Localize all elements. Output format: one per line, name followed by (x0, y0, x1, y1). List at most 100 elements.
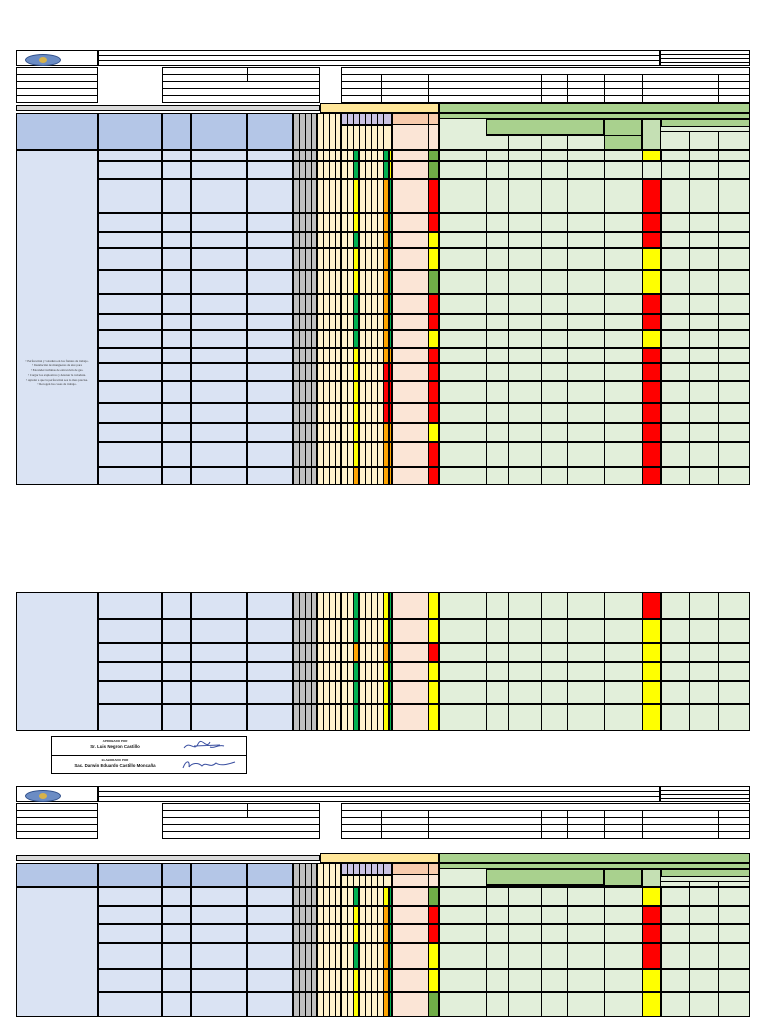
grid-line (371, 467, 372, 485)
risk-rating-cell (428, 314, 439, 330)
grid-line (377, 467, 378, 485)
grid-line (718, 270, 719, 294)
grid-line (335, 232, 336, 248)
grid-line (381, 810, 382, 839)
grid-line (508, 348, 509, 363)
grid-line (541, 294, 542, 314)
risk-level-cell (353, 924, 359, 943)
grid-line (347, 314, 348, 330)
grid-line (541, 363, 542, 381)
grid-line (377, 681, 378, 704)
grid-line (323, 592, 324, 619)
grid-line (323, 150, 324, 161)
grid-line (335, 381, 336, 403)
grid-line (508, 943, 509, 969)
row-consequence-cell (247, 924, 293, 943)
grid-line (689, 662, 690, 681)
risk-level-cell (389, 887, 392, 906)
grid-line (311, 662, 312, 681)
row-control-cells (439, 969, 750, 992)
grid-line (359, 213, 360, 232)
grid-line (486, 442, 487, 467)
grid-line (541, 924, 542, 943)
risk-level-cell (353, 330, 359, 348)
risk-level-cell (383, 179, 389, 213)
grid-line (567, 992, 568, 1017)
row-consequence-cell (247, 442, 293, 467)
risk-rating-cell (428, 681, 439, 704)
grid-line (604, 381, 605, 403)
row-code-cell (162, 592, 191, 619)
grid-line (299, 248, 300, 270)
row-hazard-cell (98, 943, 162, 969)
row-risk-cell (191, 314, 247, 330)
grid-line (359, 314, 360, 330)
row-risk-cell (191, 619, 247, 643)
grid-line (365, 294, 366, 314)
grid-line (335, 423, 336, 442)
grid-line (567, 943, 568, 969)
grid-line (377, 150, 378, 161)
grid-line (305, 381, 306, 403)
risk-level-cell (389, 232, 392, 248)
grid-line (428, 113, 429, 150)
grid-line (335, 863, 336, 887)
grid-line (365, 863, 366, 887)
row-consequence-cell (247, 381, 293, 403)
grid-line (323, 662, 324, 681)
grid-line (299, 113, 300, 150)
grid-line (305, 314, 306, 330)
grid-line (311, 314, 312, 330)
row-control-cells (439, 150, 750, 161)
grid-line (359, 863, 360, 887)
grid-line (329, 467, 330, 485)
grid-line (347, 381, 348, 403)
grid-line (541, 662, 542, 681)
risk-rating-cell (428, 619, 439, 643)
grid-line (299, 314, 300, 330)
grid-line (718, 643, 719, 662)
row-code-cell (162, 314, 191, 330)
grid-line (377, 179, 378, 213)
risk-level-cell (383, 619, 389, 643)
grid-line (567, 363, 568, 381)
grid-line (347, 179, 348, 213)
grid-line (541, 74, 542, 103)
row-risk-cell (191, 643, 247, 662)
grid-line (661, 906, 662, 924)
risk-rating-cell (428, 969, 439, 992)
grid-line (335, 662, 336, 681)
residual-risk-cell (642, 179, 661, 213)
grid-line (347, 662, 348, 681)
grid-line (335, 113, 336, 150)
grid-line (347, 423, 348, 442)
risk-level-cell (389, 592, 392, 619)
row-hazard-cell (98, 467, 162, 485)
risk-level-cell (389, 992, 392, 1017)
row-consequence-cell (247, 467, 293, 485)
grid-line (567, 704, 568, 731)
risk-level-cell (389, 906, 392, 924)
grid-line (604, 403, 605, 423)
grid-line (335, 619, 336, 643)
grid-line (689, 906, 690, 924)
grid-line (642, 161, 643, 179)
risk-level-cell (353, 992, 359, 1017)
grid-line (718, 314, 719, 330)
grid-line (689, 467, 690, 485)
grid-line (508, 213, 509, 232)
grid-line (311, 113, 312, 150)
grid-line (305, 179, 306, 213)
grid-line (329, 403, 330, 423)
grid-line (371, 681, 372, 704)
grid-line (689, 681, 690, 704)
grid-line (359, 887, 360, 906)
row-consequence-cell (247, 150, 293, 161)
grid-line (508, 248, 509, 270)
row-risk-cell (191, 330, 247, 348)
green-header-top (439, 113, 750, 119)
risk-level-cell (383, 314, 389, 330)
grid-line (365, 592, 366, 619)
grid-line (508, 992, 509, 1017)
grid-line (347, 232, 348, 248)
